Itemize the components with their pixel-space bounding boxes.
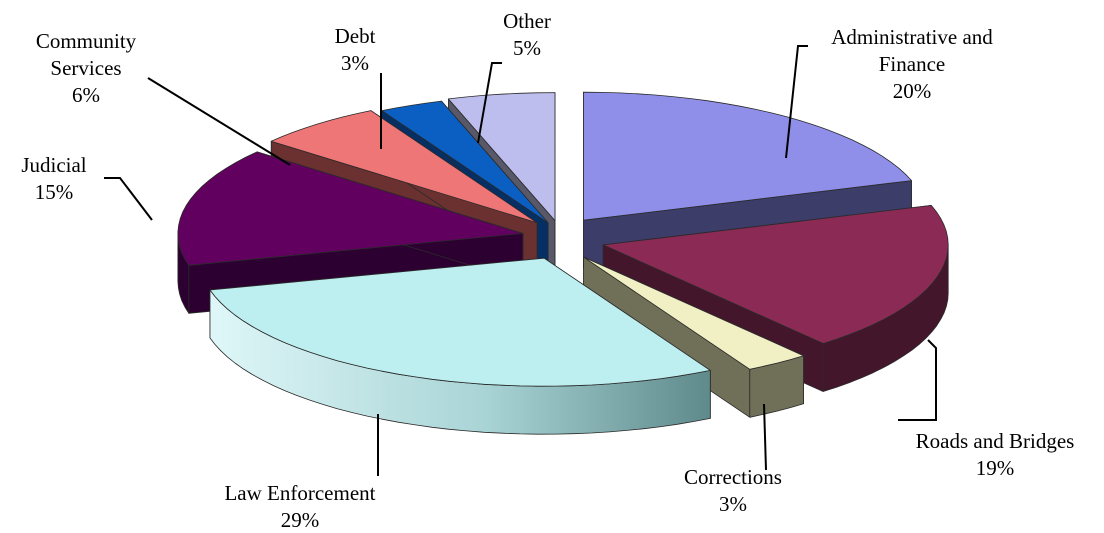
leader-line-other [477, 62, 502, 144]
label-other: Other 5% [503, 9, 551, 60]
leader-line-roads-and-bridges [898, 339, 937, 421]
slice-labels: Administrative and Finance 20% Roads and Br… [21, 9, 1074, 532]
label-law-enforcement: Law Enforcement 29% [224, 481, 375, 532]
slice-law-enforcement [209, 257, 711, 435]
leader-line-community-services [147, 77, 291, 166]
slice-top-community-services [270, 110, 538, 224]
slice-top-judicial [177, 151, 524, 266]
label-judicial: Judicial 15% [21, 153, 86, 204]
label-debt: Debt 3% [335, 24, 376, 75]
label-administrative-and-finance: Administrative and Finance 20% [831, 25, 993, 103]
leader-line-administrative-and-finance [785, 45, 808, 159]
slice-top-corrections [583, 256, 804, 370]
leader-line-corrections [763, 403, 767, 471]
slice-top-law-enforcement [209, 257, 711, 387]
slice-top-roads-and-bridges [602, 205, 949, 344]
leader-lines [104, 45, 937, 476]
slice-top-other [448, 92, 556, 222]
label-roads-and-bridges: Roads and Bridges 19% [916, 429, 1075, 480]
label-community-services: Community Services 6% [36, 29, 137, 107]
label-corrections: Corrections 3% [684, 465, 782, 516]
leader-line-judicial [104, 177, 153, 221]
slice-top-administrative-and-finance [583, 91, 912, 221]
pie-slices [177, 91, 949, 435]
